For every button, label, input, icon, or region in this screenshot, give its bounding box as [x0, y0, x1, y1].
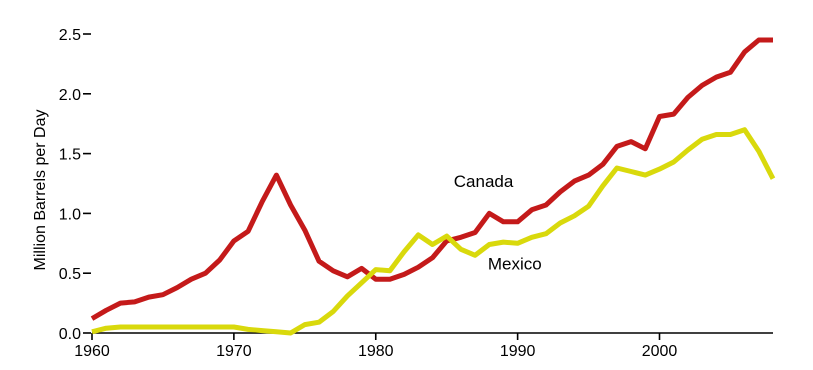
series-line-mexico: [91, 127, 776, 336]
y-tick-label: 2.0: [59, 87, 81, 104]
y-tick-label: 2.5: [59, 27, 81, 44]
y-tick-label: 1.5: [59, 147, 81, 164]
y-tick-label: 1.0: [59, 206, 81, 223]
x-tick-label: 1960: [74, 343, 110, 360]
x-tick-label: 1970: [216, 343, 252, 360]
x-tick-label: 1990: [500, 343, 536, 360]
series-line-canada: [90, 37, 773, 321]
y-tick-label: 0.5: [59, 266, 81, 283]
x-tick-label: 1980: [358, 343, 394, 360]
y-axis-title: Million Barrels per Day: [32, 110, 49, 271]
x-tick-label: 2000: [642, 343, 678, 360]
series-label-mexico: Mexico: [488, 255, 542, 274]
annotation-layer: Canada Mexico: [454, 172, 542, 274]
series-label-canada: Canada: [454, 172, 514, 191]
series-layer: [90, 37, 776, 336]
axes: 1960 1970 1980 1990 2000 0.0 0.5 1.0 1.5 2.0 2.5: [59, 27, 773, 360]
y-tick-label: 0.0: [59, 326, 81, 343]
